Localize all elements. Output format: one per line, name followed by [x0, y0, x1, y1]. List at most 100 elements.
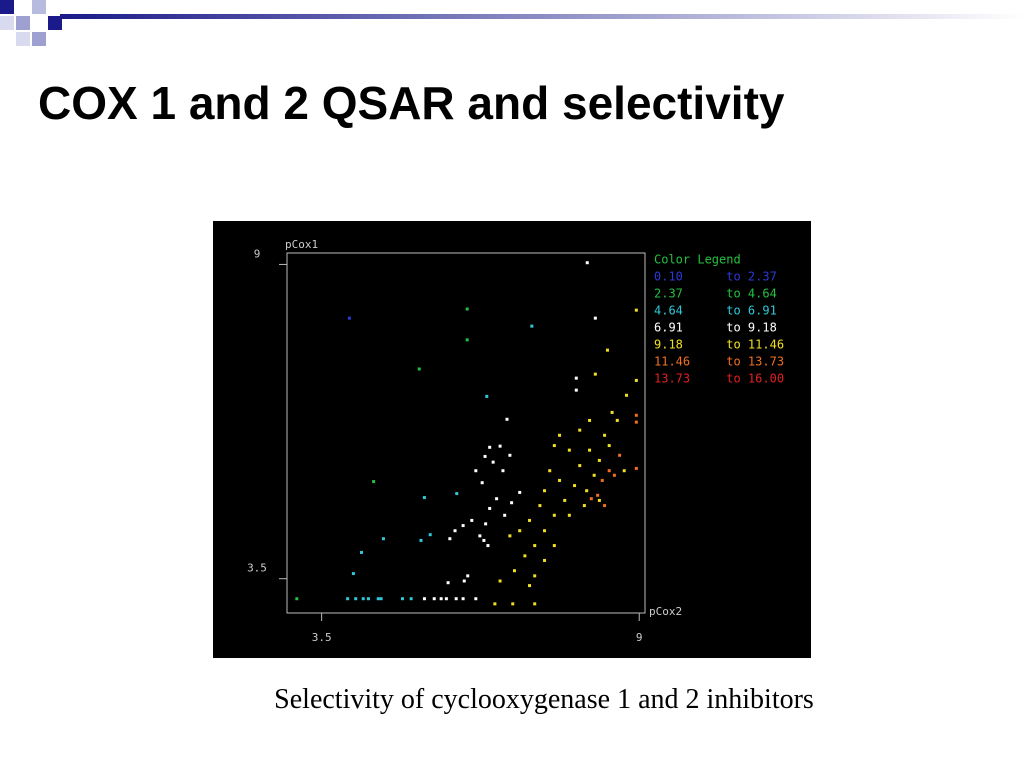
point	[432, 597, 436, 601]
x-tick-label: 9	[636, 631, 643, 644]
point	[501, 469, 505, 473]
point	[422, 597, 426, 601]
point	[528, 518, 532, 522]
point	[483, 454, 487, 458]
point	[600, 478, 604, 482]
point	[588, 418, 592, 422]
point	[538, 504, 542, 508]
point	[454, 597, 458, 601]
point	[295, 597, 299, 601]
point	[448, 537, 452, 541]
x-axis-label: pCox2	[649, 605, 682, 618]
point	[400, 597, 404, 601]
point	[359, 550, 363, 554]
point	[618, 453, 622, 457]
point	[493, 602, 497, 606]
point	[446, 581, 450, 585]
header-bar	[60, 14, 1024, 19]
deco-square	[16, 16, 30, 30]
point	[567, 513, 571, 517]
slide-decoration	[0, 0, 1024, 46]
point	[444, 597, 448, 601]
point	[379, 597, 383, 601]
point	[453, 529, 457, 533]
point	[528, 584, 532, 588]
point	[461, 597, 465, 601]
point	[596, 493, 600, 497]
point	[634, 420, 638, 424]
point	[573, 484, 577, 488]
point	[597, 458, 601, 462]
point	[530, 324, 534, 328]
x-tick-label: 3.5	[312, 631, 332, 644]
point	[508, 453, 512, 457]
point	[381, 537, 385, 541]
point	[578, 428, 582, 432]
y-tick-label: 3.5	[247, 562, 267, 575]
point	[505, 417, 509, 421]
point	[634, 378, 638, 382]
point	[503, 513, 507, 517]
point	[558, 433, 562, 437]
point	[605, 348, 609, 352]
point	[552, 513, 556, 517]
point	[361, 597, 365, 601]
point	[589, 497, 593, 501]
point	[488, 445, 492, 449]
point	[567, 448, 571, 452]
point	[511, 602, 515, 606]
deco-square	[0, 0, 14, 14]
point	[585, 489, 589, 493]
deco-square	[32, 32, 46, 46]
point	[607, 469, 611, 473]
point	[543, 558, 547, 562]
point	[592, 473, 596, 477]
point	[603, 433, 607, 437]
point	[474, 597, 478, 601]
point	[607, 444, 611, 448]
legend-entry: 11.46 to 13.73	[654, 355, 784, 369]
point	[625, 393, 629, 397]
point	[474, 469, 478, 473]
legend-entry: 2.37 to 4.64	[654, 287, 777, 301]
point	[510, 501, 514, 505]
plot-frame	[286, 252, 646, 614]
point	[417, 367, 421, 371]
point	[543, 529, 547, 533]
point	[466, 574, 470, 578]
point	[634, 466, 638, 470]
y-axis-label: pCox1	[285, 238, 318, 251]
point	[634, 413, 638, 417]
point	[593, 372, 597, 376]
point	[508, 534, 512, 538]
point	[482, 538, 486, 542]
point	[478, 534, 482, 538]
point	[488, 506, 492, 510]
point	[574, 388, 578, 392]
point	[582, 504, 586, 508]
point	[347, 316, 351, 320]
point	[552, 544, 556, 548]
deco-square	[16, 32, 30, 46]
caption: Selectivity of cyclooxygenase 1 and 2 in…	[274, 684, 814, 715]
point	[552, 444, 556, 448]
point	[615, 418, 619, 422]
y-tick-label: 9	[254, 247, 261, 260]
point	[498, 579, 502, 583]
point	[612, 473, 616, 477]
point	[548, 469, 552, 473]
point	[498, 444, 502, 448]
point	[574, 376, 578, 380]
point	[495, 497, 499, 501]
point	[470, 518, 474, 522]
point	[558, 478, 562, 482]
point	[480, 481, 484, 485]
point	[409, 597, 413, 601]
point	[603, 504, 607, 508]
point	[634, 308, 638, 312]
point	[518, 529, 522, 533]
point	[593, 316, 597, 320]
point	[354, 597, 358, 601]
point	[486, 544, 490, 548]
